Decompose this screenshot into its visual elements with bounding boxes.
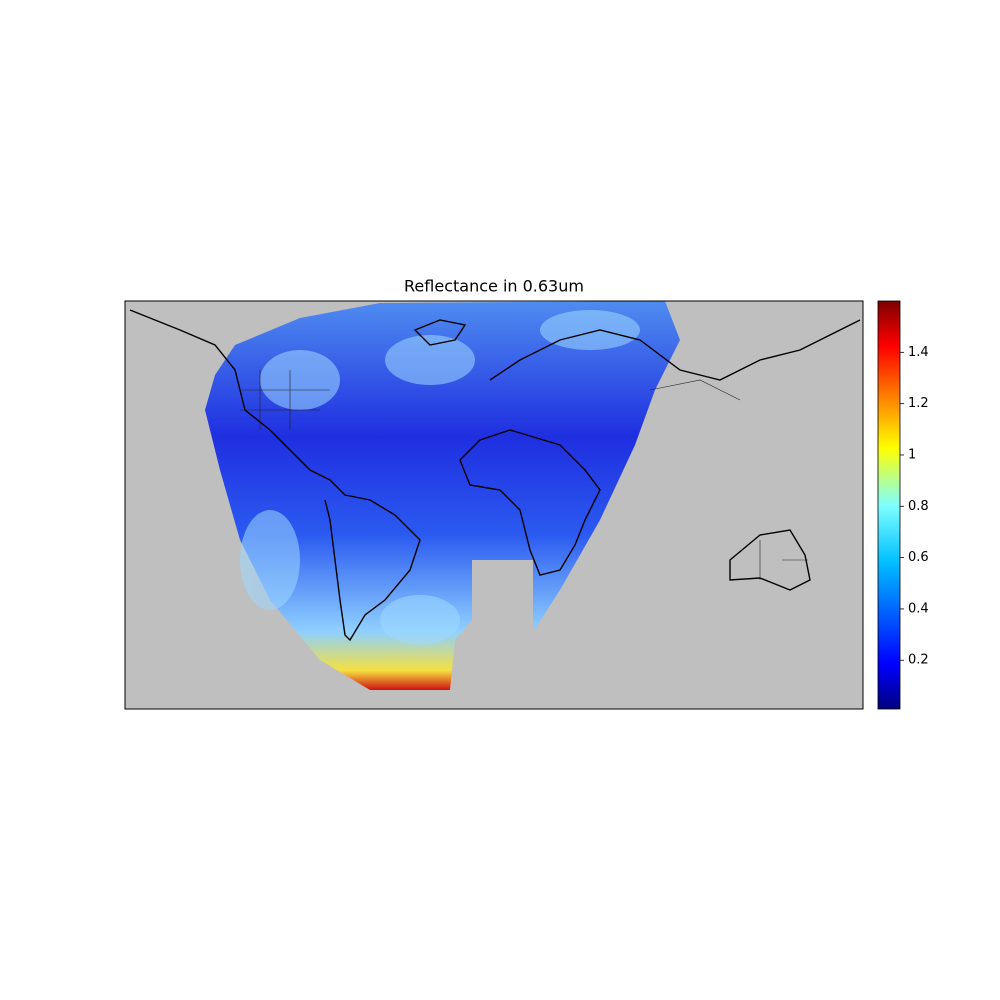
coastline xyxy=(489,319,861,381)
borders xyxy=(240,370,808,580)
map-title: Reflectance in 0.63um xyxy=(404,277,584,296)
map-frame xyxy=(124,300,864,710)
colorbar-tick-label: 0.8 xyxy=(908,499,929,514)
colorbar-tick-label: 1.4 xyxy=(908,345,929,360)
colorbar-tick-label: 0.6 xyxy=(908,550,929,565)
coastline xyxy=(459,429,601,576)
colorbar-tick-label: 0.2 xyxy=(908,653,929,668)
cloud-features xyxy=(240,310,640,645)
colorbar-tick-label: 1 xyxy=(908,447,916,462)
coastline xyxy=(413,319,467,346)
coastline xyxy=(729,529,811,591)
colorbar-tick-label: 1.2 xyxy=(908,396,929,411)
map xyxy=(125,301,863,709)
colorbar xyxy=(877,300,901,710)
colorbar-tick-label: 0.4 xyxy=(908,601,929,616)
